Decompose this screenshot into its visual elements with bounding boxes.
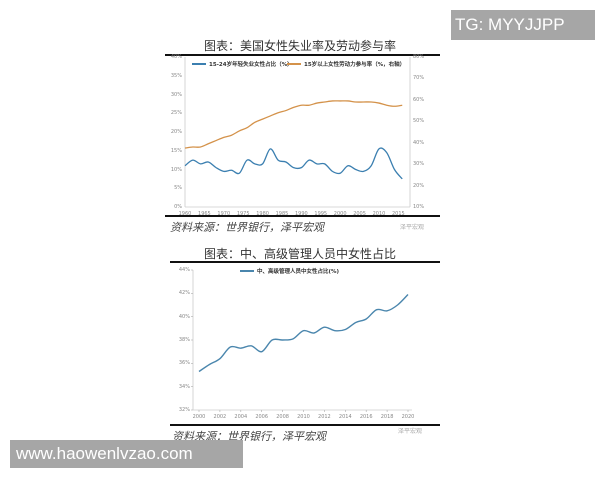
chart1-title: 图表：美国女性失业率及劳动参与率 <box>203 39 396 53</box>
axis-tick-label: 2010 <box>372 211 386 217</box>
axis-tick-label: 36% <box>178 360 190 367</box>
axis-tick-label: 40% <box>413 139 425 146</box>
axis-tick-label: 15% <box>170 147 182 154</box>
chart2-logo: 泽平宏观 <box>398 428 423 435</box>
legend-label: 15岁以上女性劳动力参与率（%，右轴） <box>304 62 406 68</box>
axis-tick-label: 1980 <box>256 211 269 217</box>
axis-tick-label: 2000 <box>333 211 347 217</box>
legend-label: 15-24岁年轻失业女性占比（%） <box>209 62 293 68</box>
axis-tick-label: 1965 <box>198 211 211 217</box>
chart1-top-rule <box>165 54 440 56</box>
axis-tick-label: 2014 <box>338 414 352 420</box>
axis-tick-label: 32% <box>178 407 190 413</box>
axis-tick-label: 2005 <box>353 211 366 217</box>
axis-tick-label: 40% <box>178 313 190 320</box>
axis-tick-label: 2018 <box>380 414 394 420</box>
axis-tick-label: 38% <box>178 337 190 343</box>
axis-tick-label: 1990 <box>295 211 308 217</box>
axis-tick-label: 2012 <box>318 414 331 420</box>
axis-tick-label: 44% <box>178 267 190 273</box>
axis-tick-label: 2000 <box>192 414 206 420</box>
chart2-top-rule <box>170 261 440 263</box>
axis-tick-label: 30% <box>170 91 182 98</box>
legend-swatch-orange <box>287 63 301 65</box>
axis-tick-label: 2002 <box>213 414 227 420</box>
axis-tick-label: 5% <box>174 185 182 192</box>
watermark-top-badge: TG: MYYJJPP <box>451 10 595 40</box>
axis-tick-label: 2016 <box>359 414 373 420</box>
axis-tick-label: 40% <box>170 54 182 60</box>
legend-swatch-blue <box>192 63 206 65</box>
axis-tick-label: 2015 <box>391 211 405 217</box>
series-line <box>198 294 409 373</box>
axis-tick-label: 2008 <box>276 414 289 420</box>
axis-tick-label: 0% <box>174 204 182 210</box>
chart1-source: 资料来源：世界银行，泽平宏观 <box>170 221 324 234</box>
axis-tick-label: 70% <box>413 75 425 82</box>
chart1-legend-item-2: 15岁以上女性劳动力参与率（%，右轴） <box>287 60 405 68</box>
axis-tick-label: 25% <box>170 110 182 117</box>
axis-tick-label: 30% <box>413 161 425 168</box>
series-line <box>184 100 403 149</box>
axis-tick-label: 2010 <box>297 414 310 420</box>
series-line <box>184 147 403 180</box>
axis-tick-label: 42% <box>178 290 190 297</box>
axis-tick-label: 1985 <box>275 211 289 217</box>
chart2-source: 资料来源：世界银行，泽平宏观 <box>172 430 326 443</box>
chart1-logo: 泽平宏观 <box>400 224 425 231</box>
axis-tick-label: 2004 <box>234 414 248 420</box>
axis-tick-label: 1970 <box>217 211 231 217</box>
axis-tick-label: 50% <box>413 118 425 125</box>
axis-tick-label: 1975 <box>236 211 250 217</box>
chart2-bottom-rule <box>170 424 440 426</box>
chart2-title: 图表：中、高级管理人员中女性占比 <box>203 247 396 261</box>
axis-tick-label: 1960 <box>178 211 192 217</box>
axis-tick-label: 35% <box>170 72 182 79</box>
chart1-legend-item-1: 15-24岁年轻失业女性占比（%） <box>192 60 293 68</box>
legend-swatch-blue <box>240 270 254 272</box>
axis-tick-label: 2006 <box>255 414 269 420</box>
legend-label: 中、高级管理人员中女性占比(%) <box>257 269 340 275</box>
axis-tick-label: 60% <box>413 96 425 103</box>
axis-tick-label: 2020 <box>401 414 415 420</box>
axis-tick-label: 1995 <box>314 211 328 217</box>
axis-tick-label: 20% <box>413 182 425 189</box>
axis-tick-label: 80% <box>413 54 425 60</box>
chart2-legend: 中、高级管理人员中女性占比(%) <box>240 267 339 275</box>
watermark-bottom-badge: www.haowenlvzao.com <box>10 440 243 468</box>
axis-tick-label: 20% <box>170 129 182 135</box>
chart1-bottom-rule <box>165 215 440 217</box>
axis-tick-label: 10% <box>170 166 182 173</box>
axis-tick-label: 10% <box>413 204 425 210</box>
axis-tick-label: 34% <box>178 383 190 390</box>
